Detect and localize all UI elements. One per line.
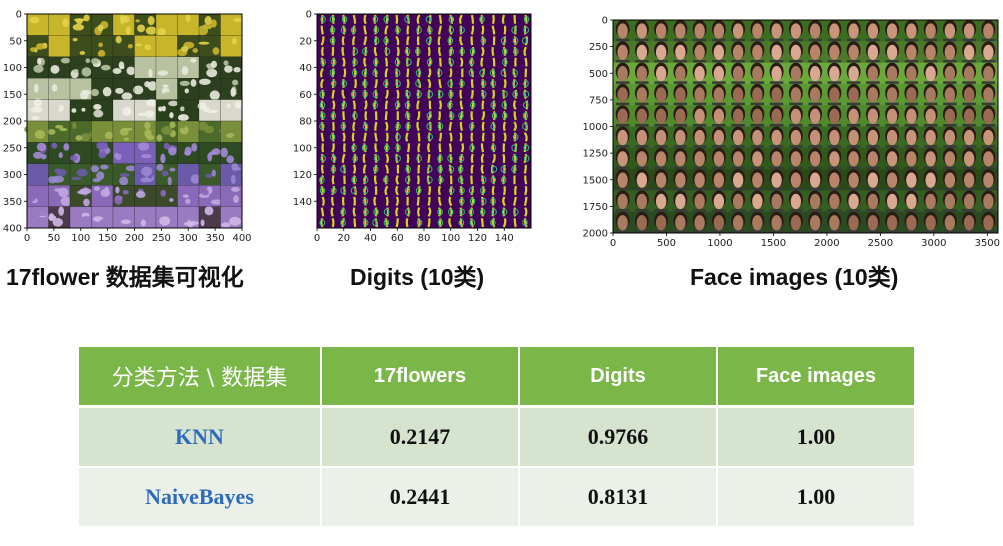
y-tick-label: 120	[293, 170, 312, 181]
results-table: 分类方法 \ 数据集 17flowers Digits Face images …	[79, 347, 916, 528]
y-tick-label: 400	[3, 224, 22, 235]
y-tick-label: 140	[293, 197, 312, 208]
x-tick-label: 3500	[975, 238, 1000, 249]
naivebayes-17flowers-value: 0.2441	[321, 467, 520, 528]
x-tick-label: 100	[71, 233, 90, 244]
y-tick-label: 50	[9, 36, 22, 47]
y-tick-label: 60	[299, 90, 312, 101]
header-method-dataset: 分类方法 \ 数据集	[79, 347, 322, 408]
y-tick-label: 40	[299, 63, 312, 74]
y-tick-label: 0	[602, 16, 608, 27]
y-tick-label: 250	[589, 42, 608, 53]
face-dataset-plot: 0 500 1000 1500 2000 2500 3000 3500 0 250 500 750 1…	[583, 16, 1000, 250]
y-tick-label: 0	[16, 10, 22, 21]
x-tick-label: 2500	[868, 238, 893, 249]
x-tick-label: 250	[152, 233, 171, 244]
table-row: KNN 0.2147 0.9766 1.00	[79, 406, 916, 468]
digits-dataset-plot: 0 20 40 60 80 100 120 140 0 20 40 60 80 100 120 140	[293, 10, 532, 244]
table-header-row: 分类方法 \ 数据集 17flowers Digits Face images	[79, 347, 916, 408]
header-17flowers: 17flowers	[321, 347, 520, 408]
x-tick-label: 150	[98, 233, 117, 244]
face-caption: Face images (10类)	[690, 264, 899, 290]
method-knn: KNN	[79, 406, 322, 468]
knn-digits-value: 0.9766	[519, 406, 718, 468]
naivebayes-face-value: 1.00	[717, 467, 916, 528]
y-tick-label: 100	[3, 63, 22, 74]
digits-image-grid	[317, 14, 531, 228]
x-tick-label: 60	[391, 233, 404, 244]
digits-caption: Digits (10类)	[350, 264, 485, 290]
y-tick-label: 250	[3, 143, 22, 154]
x-tick-label: 1000	[707, 238, 732, 249]
y-tick-label: 300	[3, 170, 22, 181]
x-tick-label: 0	[314, 233, 320, 244]
x-tick-label: 300	[179, 233, 198, 244]
y-tick-label: 200	[3, 117, 22, 128]
x-tick-label: 1500	[761, 238, 786, 249]
x-tick-label: 2000	[814, 238, 839, 249]
x-tick-label: 3000	[921, 238, 946, 249]
y-tick-label: 150	[3, 90, 22, 101]
flower-dataset-plot: 0 50 100 150 200 250 300 350 400 0 50 100 150 200 250…	[3, 10, 252, 245]
y-tick-label: 350	[3, 197, 22, 208]
y-tick-label: 1250	[583, 149, 608, 160]
x-tick-label: 200	[125, 233, 144, 244]
y-tick-label: 80	[299, 117, 312, 128]
x-tick-label: 140	[495, 233, 514, 244]
knn-17flowers-value: 0.2147	[321, 406, 520, 468]
y-tick-label: 1000	[583, 122, 608, 133]
y-tick-label: 750	[589, 95, 608, 106]
y-tick-label: 20	[299, 36, 312, 47]
face-image-grid	[613, 20, 999, 234]
x-tick-label: 80	[418, 233, 431, 244]
x-tick-label: 120	[468, 233, 487, 244]
x-tick-label: 100	[441, 233, 460, 244]
x-tick-label: 20	[337, 233, 350, 244]
naivebayes-digits-value: 0.8131	[519, 467, 718, 528]
y-tick-label: 0	[306, 10, 312, 21]
flower-caption: 17flower 数据集可视化	[6, 264, 244, 290]
y-tick-label: 2000	[583, 229, 608, 240]
y-tick-label: 500	[589, 69, 608, 80]
x-tick-label: 50	[48, 233, 61, 244]
table-row: NaiveBayes 0.2441 0.8131 1.00	[79, 467, 916, 528]
header-face-images: Face images	[717, 347, 916, 408]
y-tick-label: 1500	[583, 175, 608, 186]
knn-face-value: 1.00	[717, 406, 916, 468]
x-tick-label: 500	[657, 238, 676, 249]
x-tick-label: 400	[232, 233, 251, 244]
flower-image-grid	[24, 12, 243, 229]
x-tick-label: 40	[364, 233, 377, 244]
y-tick-label: 1750	[583, 202, 608, 213]
method-naivebayes: NaiveBayes	[79, 467, 322, 528]
x-tick-label: 350	[206, 233, 225, 244]
x-tick-label: 0	[610, 238, 616, 249]
y-tick-label: 100	[293, 143, 312, 154]
header-digits: Digits	[519, 347, 718, 408]
x-tick-label: 0	[24, 233, 30, 244]
